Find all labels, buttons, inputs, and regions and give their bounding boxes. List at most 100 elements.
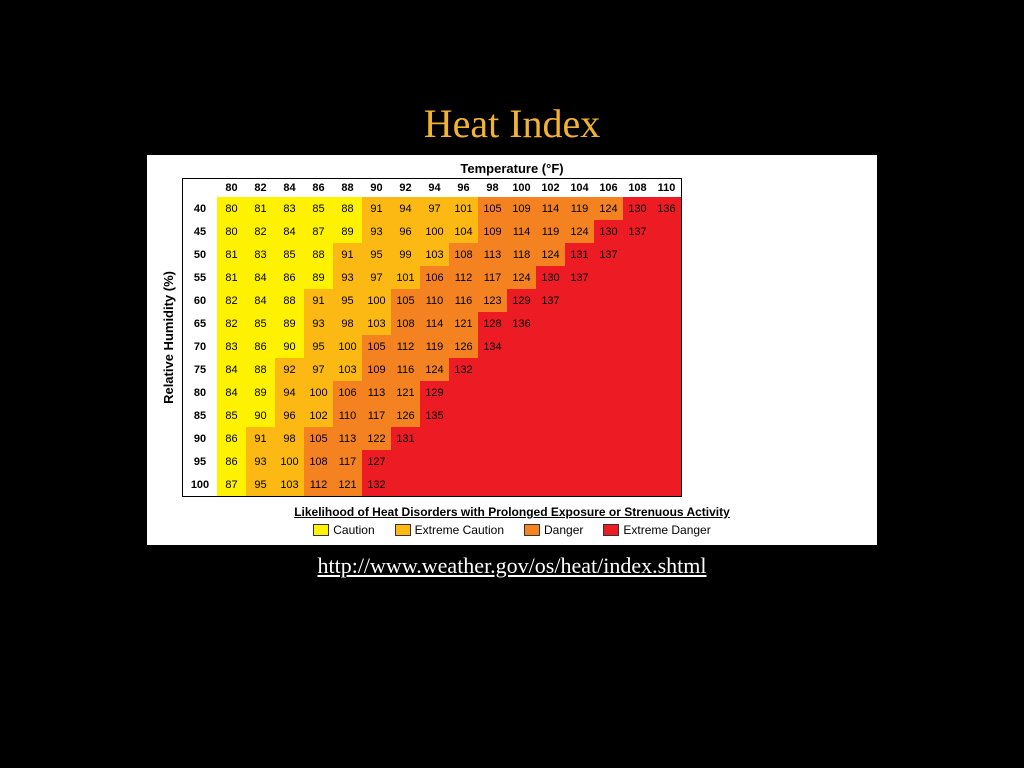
temp-header: 80	[217, 179, 246, 197]
heat-index-cell: 94	[391, 197, 420, 220]
heat-index-cell: 80	[217, 220, 246, 243]
heat-index-cell: 127	[362, 450, 391, 473]
heat-index-cell: 109	[478, 220, 507, 243]
heat-index-cell: 91	[362, 197, 391, 220]
heat-index-cell	[565, 427, 594, 450]
heat-index-cell	[594, 473, 623, 496]
slide: Heat Index Temperature (°F) Relative Hum…	[0, 0, 1024, 768]
heat-index-cell	[536, 381, 565, 404]
heat-index-cell: 93	[304, 312, 333, 335]
temp-header: 106	[594, 179, 623, 197]
heat-index-cell	[536, 358, 565, 381]
heat-index-cell	[652, 220, 681, 243]
heat-index-cell: 118	[507, 243, 536, 266]
heat-index-cell	[652, 243, 681, 266]
heat-index-cell: 84	[217, 381, 246, 404]
heat-index-cell: 102	[304, 404, 333, 427]
heat-index-cell	[594, 404, 623, 427]
heat-index-cell	[507, 427, 536, 450]
heat-index-cell	[507, 381, 536, 404]
heat-index-cell: 88	[333, 197, 362, 220]
heat-index-cell	[565, 312, 594, 335]
legend-label: Caution	[333, 523, 374, 537]
heat-index-cell: 129	[507, 289, 536, 312]
heat-index-cell: 83	[275, 197, 304, 220]
heat-index-cell: 100	[333, 335, 362, 358]
heat-index-cell	[565, 335, 594, 358]
heat-index-cell: 114	[507, 220, 536, 243]
heat-index-cell: 108	[449, 243, 478, 266]
y-axis-label: Relative Humidity (%)	[161, 271, 176, 404]
heat-index-cell	[594, 312, 623, 335]
heat-index-cell	[478, 473, 507, 496]
heat-index-cell: 132	[362, 473, 391, 496]
temp-header: 92	[391, 179, 420, 197]
heat-index-cell: 81	[217, 266, 246, 289]
heat-index-cell: 126	[391, 404, 420, 427]
heat-index-cell: 89	[275, 312, 304, 335]
heat-index-cell: 88	[275, 289, 304, 312]
legend-item: Extreme Caution	[395, 523, 504, 537]
temp-header: 96	[449, 179, 478, 197]
heat-index-cell: 124	[594, 197, 623, 220]
heat-index-cell	[652, 473, 681, 496]
heat-index-cell	[449, 473, 478, 496]
temp-header: 82	[246, 179, 275, 197]
heat-index-cell	[623, 289, 652, 312]
heat-index-cell	[565, 450, 594, 473]
heat-index-cell: 108	[304, 450, 333, 473]
humidity-header: 40	[183, 197, 217, 220]
heat-index-cell	[507, 404, 536, 427]
heat-index-cell: 98	[333, 312, 362, 335]
heat-index-cell	[420, 427, 449, 450]
heat-index-cell: 86	[217, 427, 246, 450]
heat-index-cell: 89	[246, 381, 275, 404]
heat-index-cell: 137	[536, 289, 565, 312]
heat-index-cell: 137	[623, 220, 652, 243]
humidity-header: 100	[183, 473, 217, 496]
heat-index-cell	[478, 404, 507, 427]
heat-index-cell: 89	[304, 266, 333, 289]
heat-index-cell	[623, 404, 652, 427]
heat-index-cell	[478, 427, 507, 450]
heat-index-cell	[623, 243, 652, 266]
humidity-header: 55	[183, 266, 217, 289]
temp-header: 86	[304, 179, 333, 197]
source-link[interactable]: http://www.weather.gov/os/heat/index.sht…	[317, 553, 706, 578]
heat-index-cell: 81	[246, 197, 275, 220]
heat-index-cell: 85	[275, 243, 304, 266]
heat-index-cell	[536, 335, 565, 358]
temp-header: 84	[275, 179, 304, 197]
heat-index-cell: 101	[449, 197, 478, 220]
temp-header: 102	[536, 179, 565, 197]
heat-index-cell	[652, 335, 681, 358]
heat-index-cell: 103	[275, 473, 304, 496]
heat-index-cell	[565, 404, 594, 427]
humidity-header: 70	[183, 335, 217, 358]
chart-caption: Likelihood of Heat Disorders with Prolon…	[161, 505, 863, 519]
heat-index-cell: 98	[275, 427, 304, 450]
legend-item: Extreme Danger	[603, 523, 710, 537]
heat-index-cell	[420, 450, 449, 473]
heat-index-cell	[623, 358, 652, 381]
heat-index-cell	[420, 473, 449, 496]
heat-index-cell: 119	[565, 197, 594, 220]
heat-index-cell	[623, 381, 652, 404]
heat-index-cell	[652, 404, 681, 427]
heat-index-cell	[565, 473, 594, 496]
heat-index-cell: 97	[420, 197, 449, 220]
heat-index-cell: 90	[246, 404, 275, 427]
humidity-header: 75	[183, 358, 217, 381]
heat-index-cell: 94	[275, 381, 304, 404]
heat-index-cell	[652, 358, 681, 381]
heat-index-cell: 100	[420, 220, 449, 243]
heat-index-cell: 128	[478, 312, 507, 335]
heat-index-cell: 89	[333, 220, 362, 243]
heat-index-cell: 136	[507, 312, 536, 335]
heat-index-cell	[391, 473, 420, 496]
heat-index-cell: 82	[217, 289, 246, 312]
heat-index-cell: 82	[246, 220, 275, 243]
heat-index-cell	[623, 427, 652, 450]
temp-header: 88	[333, 179, 362, 197]
heat-index-cell: 119	[420, 335, 449, 358]
